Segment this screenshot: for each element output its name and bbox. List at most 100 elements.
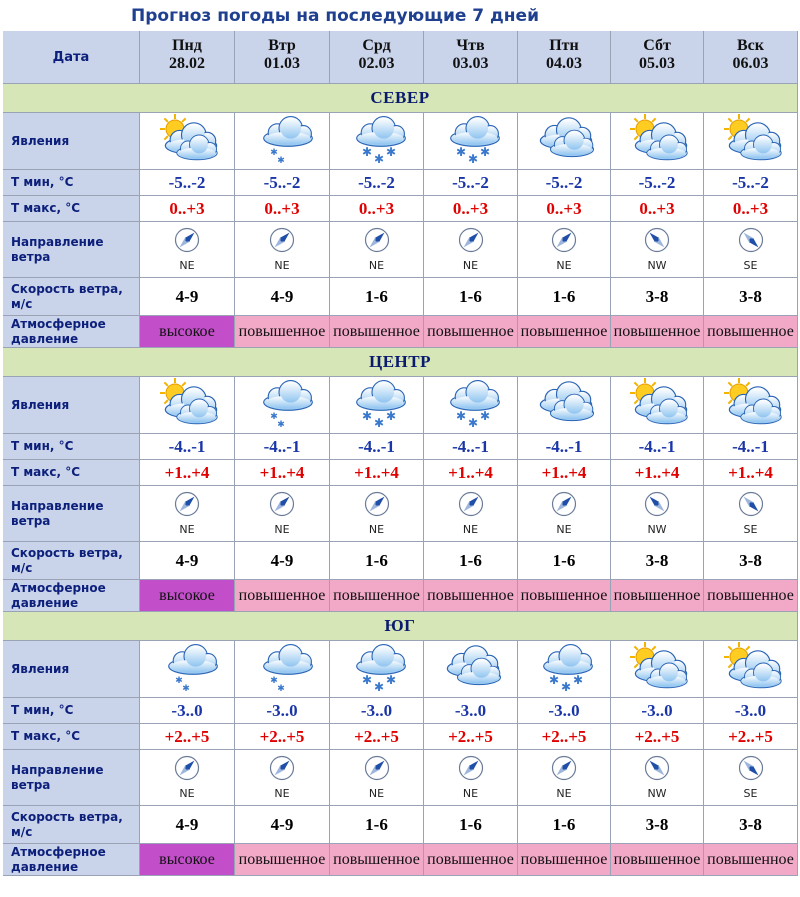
speed-value: 1-6 (552, 286, 576, 306)
pressure-value: повышенное (520, 322, 608, 340)
pressure-cell: повышенное (424, 316, 518, 348)
tmin-cell: -5..-2 (611, 170, 704, 196)
speed-value: 1-6 (459, 286, 482, 306)
speed-value: 3-8 (645, 286, 669, 306)
tmin-cell: -4..-1 (235, 434, 330, 460)
tmin-value: -3..0 (171, 700, 203, 720)
tmin-value: -5..-2 (452, 172, 489, 192)
tmax-cell: +1..+4 (424, 460, 518, 486)
cloud-icon (439, 639, 503, 700)
wind-direction: SE (743, 523, 758, 536)
row-label-tmax: Т макс, °С (3, 460, 140, 486)
tmin-value: -5..-2 (358, 172, 395, 192)
compass-icon (269, 755, 295, 786)
weather-cell: ✱ ✱ ✱ (424, 113, 518, 170)
svg-text:✱: ✱ (385, 673, 395, 687)
weather-cell: ✱ ✱ (235, 113, 330, 170)
tmin-cell: -5..-2 (424, 170, 518, 196)
tmax-value: +1..+4 (259, 462, 305, 482)
tmax-cell: +1..+4 (330, 460, 424, 486)
weather-cell (518, 377, 611, 434)
wind-cell: NE (330, 486, 424, 542)
pressure-value: повышенное (427, 850, 514, 868)
speed-value: 3-8 (645, 814, 669, 834)
weather-cell (424, 641, 518, 698)
pressure-value: повышенное (613, 586, 701, 604)
svg-text:✱: ✱ (479, 145, 489, 159)
pressure-value: повышенное (238, 322, 326, 340)
speed-value: 1-6 (365, 814, 388, 834)
tmin-value: -3..0 (360, 700, 393, 720)
row-label-speed: Скорость ветра, м/с (3, 806, 140, 844)
wind-cell: NE (235, 486, 330, 542)
day-header: Вск 06.03 (704, 31, 798, 84)
tmax-value: +2..+5 (259, 726, 305, 746)
tmin-value: -3..0 (454, 700, 487, 720)
tmax-value: 0..+3 (169, 198, 205, 218)
wind-cell: NE (235, 222, 330, 278)
region-name: ЦЕНТР (368, 352, 431, 371)
compass-icon (458, 227, 484, 258)
tmin-value: -4..-1 (358, 436, 395, 456)
wind-direction: SE (743, 259, 758, 272)
wind-cell: NE (140, 750, 235, 806)
tmin-cell: -4..-1 (518, 434, 611, 460)
tmin-cell: -3..0 (330, 698, 424, 724)
speed-cell: 4-9 (235, 542, 330, 580)
svg-text:✱: ✱ (385, 145, 395, 159)
speed-value: 3-8 (739, 286, 762, 306)
speed-value: 3-8 (739, 550, 762, 570)
tmax-cell: 0..+3 (235, 196, 330, 222)
cloud-snow-icon: ✱ ✱ ✱ (345, 375, 409, 436)
cloud-snow-icon: ✱ ✱ ✱ (439, 111, 503, 172)
svg-text:✱: ✱ (385, 409, 395, 423)
row-label-text: Явления (11, 397, 70, 412)
speed-cell: 3-8 (704, 542, 798, 580)
tmin-cell: -4..-1 (330, 434, 424, 460)
weather-cell (704, 377, 798, 434)
tmax-value: +2..+5 (728, 726, 773, 746)
compass-icon (644, 227, 670, 258)
speed-cell: 1-6 (424, 278, 518, 316)
compass-icon (364, 755, 390, 786)
row-label-text: Т макс, °С (11, 729, 81, 743)
tmin-cell: -3..0 (424, 698, 518, 724)
pressure-cell: повышенное (330, 844, 424, 876)
row-label-text: Скорость ветра, м/с (11, 545, 123, 575)
speed-cell: 3-8 (704, 278, 798, 316)
svg-text:✱: ✱ (270, 148, 278, 158)
row-label-pressure: Атмосферное давление (3, 316, 140, 348)
weather-cell (704, 113, 798, 170)
wind-cell: NE (518, 750, 611, 806)
tmax-cell: 0..+3 (424, 196, 518, 222)
wind-direction: SE (743, 787, 758, 800)
pressure-value: высокое (159, 850, 215, 868)
speed-cell: 3-8 (704, 806, 798, 844)
tmax-cell: +1..+4 (140, 460, 235, 486)
tmax-cell: 0..+3 (611, 196, 704, 222)
speed-cell: 1-6 (518, 806, 611, 844)
speed-cell: 1-6 (330, 542, 424, 580)
speed-cell: 3-8 (611, 542, 704, 580)
svg-text:✱: ✱ (479, 409, 489, 423)
compass-icon (269, 227, 295, 258)
row-label-text: Атмосферное давление (11, 844, 106, 874)
pressure-cell: повышенное (235, 844, 330, 876)
row-label-speed: Скорость ветра, м/с (3, 542, 140, 580)
wind-cell: SE (704, 222, 798, 278)
cloud-snow-light-icon: ✱ ✱ (250, 111, 314, 172)
speed-cell: 1-6 (424, 542, 518, 580)
weather-cell (611, 641, 704, 698)
svg-text:✱: ✱ (561, 680, 571, 694)
svg-text:✱: ✱ (373, 416, 383, 430)
tmin-cell: -3..0 (518, 698, 611, 724)
tmin-value: -5..-2 (732, 172, 769, 192)
forecast-table: Дата Пнд 28.02 Втр 01.03 Срд 02.03 Чтв 03.03 Птн 0… (3, 31, 798, 896)
svg-text:✱: ✱ (467, 416, 477, 430)
tmax-cell: 0..+3 (518, 196, 611, 222)
row-label-text: Направление ветра (11, 498, 104, 528)
row-label-text: Скорость ветра, м/с (11, 809, 123, 839)
tmax-value: +1..+4 (448, 462, 493, 482)
tmin-value: -5..-2 (545, 172, 583, 192)
wind-direction: NE (368, 259, 385, 272)
